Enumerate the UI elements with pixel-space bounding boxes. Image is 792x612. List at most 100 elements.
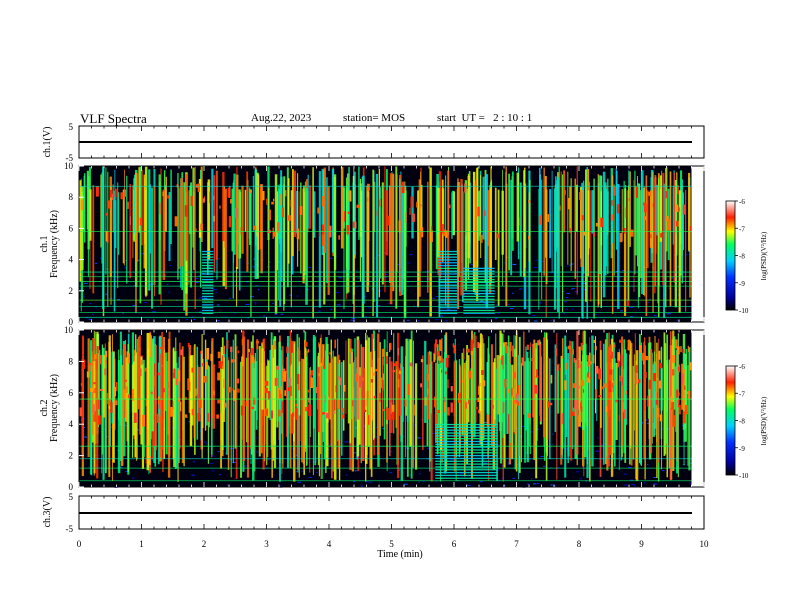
emission-streak [506,345,509,435]
emission-streak [532,343,534,418]
emission-streak [179,342,181,449]
noise-pixel [371,288,373,290]
event-band-line [202,287,214,289]
noise-pixel [418,473,421,475]
emission-hotspot [305,406,307,412]
emission-hotspot [655,399,659,405]
emission-streak [279,184,282,307]
noise-pixel [98,424,101,426]
emission-hotspot [235,207,239,219]
emission-streak [149,184,151,254]
emission-streak [353,167,355,319]
event-band-line [202,273,214,275]
emission-streak [473,347,476,438]
emission-hotspot [507,388,510,393]
emission-streak [490,166,492,269]
emission-hotspot [389,343,391,353]
emission-streak [657,338,659,463]
noise-pixel [480,300,484,302]
emission-streak [399,368,402,416]
emission-hotspot [677,399,680,404]
noise-pixel [217,451,221,453]
emission-hotspot [203,375,207,383]
emission-streak [379,187,382,279]
emission-hotspot [223,378,226,389]
emission-streak [117,192,120,255]
emission-hotspot [210,353,213,361]
emission-hotspot [356,204,360,208]
emission-streak [151,187,153,309]
emission-hotspot [504,342,508,345]
emission-hotspot [281,207,285,218]
emission-streak [246,339,250,478]
noise-pixel [503,262,505,264]
emission-streak [274,174,278,314]
noise-pixel [296,471,298,473]
emission-hotspot [280,193,283,206]
emission-hotspot [343,412,345,418]
emission-streak [687,365,689,466]
emission-streak [615,168,617,231]
emission-streak [138,335,141,435]
emission-streak [388,356,391,457]
event-band-line [463,304,495,306]
emission-hotspot [559,205,561,211]
time-axis-ticks [78,126,705,529]
emission-hotspot [114,188,117,198]
emission-hotspot [310,377,313,389]
noise-pixel [649,298,651,300]
emission-streak [435,362,437,443]
emission-streak [484,169,487,283]
emission-streak [618,349,620,471]
noise-pixel [647,464,649,466]
emission-hotspot [251,406,254,410]
emission-hotspot [274,340,277,350]
noise-pixel [478,303,480,305]
emission-streak [396,332,400,479]
emission-hotspot [376,210,378,216]
noise-pixel [92,313,94,315]
emission-streak [429,350,431,472]
emission-hotspot [145,399,147,407]
ch2-colorbar: -6 -7 -8 -9 -10 log(PSD)(V²/Hz) [725,363,768,480]
emission-hotspot [635,185,638,198]
colorbar-tick-label: -6 [739,198,745,206]
ch1-ytick-label: 8 [69,192,74,202]
emission-streak [574,178,576,279]
emission-streak [158,336,162,417]
emission-hotspot [503,387,505,398]
emission-hotspot [579,402,582,409]
emission-streak [261,343,264,410]
noise-pixel [385,274,389,276]
emission-hotspot [241,356,244,367]
emission-streak [575,184,578,232]
noise-pixel [111,426,113,428]
emission-streak [485,174,489,309]
event-band-line [438,264,458,267]
emission-hotspot [276,366,280,370]
emission-hotspot [409,362,413,367]
emission-streak [256,172,258,237]
emission-streak [409,339,412,447]
emission-streak [148,169,151,291]
emission-hotspot [245,400,248,407]
noise-pixel [533,267,538,269]
emission-streak [561,174,564,313]
emission-hotspot [580,364,582,369]
noise-pixel [503,485,506,487]
noise-pixel [512,292,514,294]
ch1-spectrogram [79,166,704,323]
noise-pixel [497,479,501,481]
emission-streak [192,167,194,248]
emission-streak [350,348,353,420]
emission-streak [241,185,244,254]
noise-pixel [568,264,572,266]
emission-hotspot [138,348,141,351]
emission-hotspot [362,377,364,381]
emission-hotspot [191,408,194,416]
emission-streak [246,171,249,273]
emission-streak [644,345,646,480]
emission-hotspot [382,380,384,391]
ch2-ytick-label: 10 [64,325,74,335]
emission-streak [475,179,477,261]
